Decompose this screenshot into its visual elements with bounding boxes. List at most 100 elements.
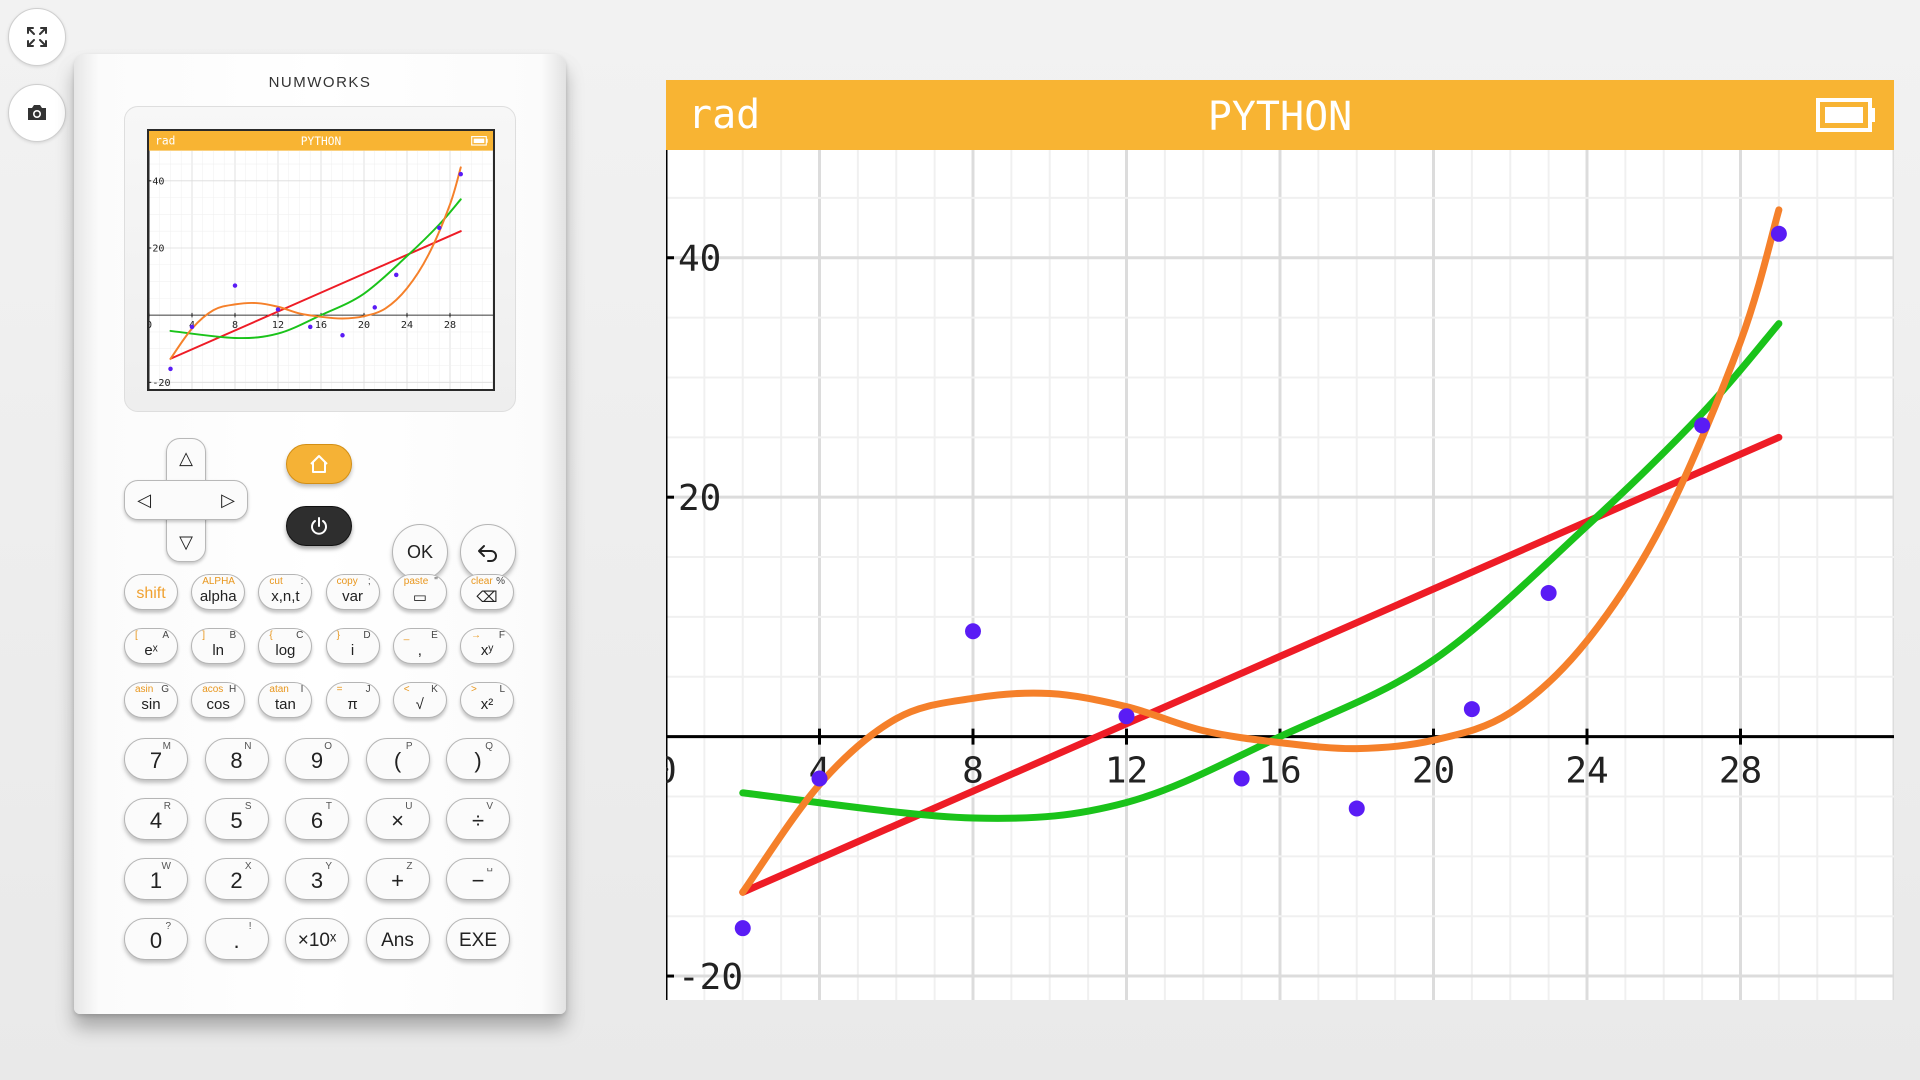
key-row7-2[interactable]: ×10ˣ	[285, 918, 349, 960]
key-label: ,	[417, 642, 422, 659]
arrow-up-key[interactable]: △	[166, 438, 206, 478]
key-alpha-label: U	[405, 801, 413, 812]
key-row2-4[interactable]: _ E,	[392, 628, 447, 664]
big-x-tick-label: 28	[1719, 751, 1762, 792]
power-key[interactable]	[286, 506, 352, 546]
mini-x-tick-label: 8	[232, 320, 238, 331]
key-label: ×	[391, 808, 404, 833]
mini-y-tick-label: -20	[152, 378, 170, 389]
key-row7-0[interactable]: 0?	[124, 918, 188, 960]
mini-data-point	[275, 307, 281, 312]
brand-logo: NUMWORKS	[268, 74, 372, 91]
key-row5-3[interactable]: × U	[365, 798, 430, 840]
arrow-left-key[interactable]: ◁	[124, 480, 164, 520]
key-alpha-label: I	[300, 684, 304, 695]
ok-key[interactable]: OK	[392, 524, 448, 580]
mini-x-tick-label: 12	[272, 320, 284, 331]
arrow-right-icon: ▷	[221, 489, 235, 510]
key-row1-4[interactable]: paste " ▭	[392, 574, 447, 610]
big-regression-curve-2	[739, 206, 1783, 896]
enlarged-screen: radPYTHON04812162024284020-20	[666, 80, 1894, 1000]
key-label: Ans	[381, 930, 414, 951]
key-alpha-label: T	[325, 801, 332, 812]
key-secondary-label: {	[269, 630, 273, 641]
key-alpha-label: J	[365, 684, 371, 695]
key-alpha-label: :	[300, 576, 304, 587]
big-data-point	[965, 623, 981, 640]
big-data-point	[1540, 584, 1557, 601]
arrow-down-icon: ▽	[179, 531, 193, 552]
key-row3-4[interactable]: < K √	[392, 682, 447, 718]
key-alpha-label: B	[229, 630, 237, 641]
key-alpha-label: F	[498, 630, 505, 641]
key-row1-1[interactable]: ALPHA alpha	[191, 574, 246, 610]
key-row5-4[interactable]: ÷ V	[446, 798, 510, 840]
key-row6-4[interactable]: − ␣	[446, 858, 510, 900]
mini-screen-render: radPYTHON04812162024284020-20	[149, 131, 493, 389]
key-row1-2[interactable]: cut: x,n,t	[258, 574, 313, 610]
mini-screen-title: PYTHON	[301, 135, 341, 148]
fullscreen-button[interactable]	[8, 8, 66, 66]
enlarged-screen-render: radPYTHON04812162024284020-20	[666, 80, 1894, 1000]
dpad-horizontal	[124, 480, 248, 520]
mini-data-point	[394, 272, 399, 278]
key-secondary-label: cut	[269, 576, 283, 587]
key-row4-3[interactable]: (P	[365, 738, 430, 780]
key-row4-4[interactable]: ) Q	[446, 738, 510, 780]
home-key[interactable]	[286, 444, 352, 484]
big-screen-title: PYTHON	[1208, 94, 1353, 140]
screenshot-button[interactable]	[8, 84, 66, 142]
key-label: ▭	[412, 589, 427, 606]
key-secondary-label: [	[135, 630, 138, 641]
key-row1-3[interactable]: copy; var	[325, 574, 380, 610]
mini-x-tick-label: 0	[149, 320, 152, 331]
big-x-tick-label: 8	[962, 751, 984, 792]
key-row7-1[interactable]: .!	[204, 918, 269, 960]
back-key[interactable]	[460, 524, 516, 580]
big-data-point	[1694, 417, 1711, 434]
key-row1-5[interactable]: clear% ⌫	[460, 574, 514, 610]
key-alpha-label: K	[431, 684, 438, 695]
key-alpha-label: ␣	[486, 861, 493, 872]
key-label: xʸ	[480, 642, 494, 659]
key-alpha-label: M	[162, 741, 171, 752]
key-label: ×10ˣ	[297, 930, 337, 951]
key-row6-3[interactable]: + Z	[365, 858, 430, 900]
key-row7-3[interactable]: Ans	[365, 918, 430, 960]
key-label: eˣ	[144, 642, 158, 659]
key-alpha-label: L	[499, 684, 505, 695]
key-label: 8	[230, 748, 243, 773]
key-alpha-label: Z	[406, 861, 413, 872]
mini-y-tick-label: 20	[152, 244, 164, 255]
key-alpha-label: E	[431, 630, 438, 641]
arrow-down-key[interactable]: ▽	[166, 522, 206, 562]
navigation-pad: △ ▽ ◁ ▷	[124, 438, 248, 562]
calculator-screen-bezel: radPYTHON04812162024284020-20	[124, 106, 516, 412]
mini-header-bar	[149, 131, 493, 151]
key-row1-0[interactable]: shift	[124, 574, 178, 610]
arrow-right-key[interactable]: ▷	[208, 480, 248, 520]
key-row7-4[interactable]: EXE	[446, 918, 510, 960]
mini-data-point	[232, 283, 238, 288]
key-secondary-label: asin	[135, 684, 154, 695]
key-alpha-label: H	[228, 684, 237, 695]
